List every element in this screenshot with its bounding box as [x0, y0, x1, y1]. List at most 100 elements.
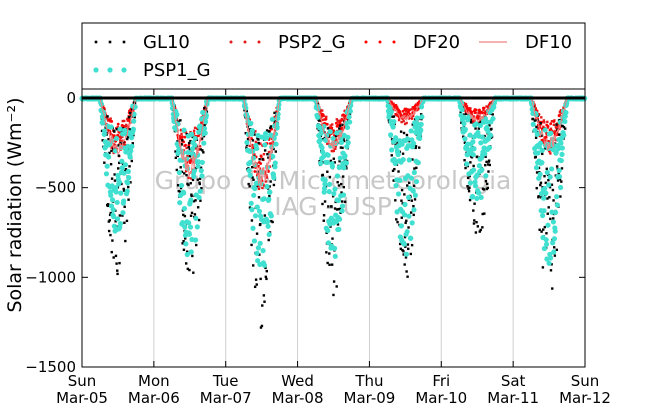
- gl10-point: [340, 200, 344, 203]
- psp2g-point: [123, 119, 126, 123]
- data-lines: [97, 97, 569, 187]
- psp1g-point: [194, 224, 200, 230]
- psp2g-point: [121, 119, 124, 123]
- gl10-point: [122, 187, 125, 191]
- psp1g-point: [558, 157, 564, 164]
- gl10-point: [329, 225, 332, 228]
- psp2g-point: [199, 121, 203, 125]
- psp1g-point: [193, 215, 199, 221]
- psp1g-point: [117, 220, 124, 227]
- psp2g-point: [198, 145, 202, 148]
- psp2g-point: [400, 120, 403, 124]
- psp2g-point: [342, 119, 345, 122]
- psp1g-point: [181, 205, 187, 212]
- gl10-point: [395, 218, 398, 221]
- gl10-point: [486, 186, 490, 190]
- psp1g-point: [262, 142, 268, 148]
- psp1g-point: [122, 162, 129, 168]
- gl10-point: [264, 266, 267, 270]
- x-tick-label-day: Sun: [68, 372, 97, 390]
- df20-point: [321, 112, 325, 116]
- gl10-point: [190, 211, 194, 215]
- psp2g-point: [558, 110, 562, 114]
- legend-marker-gl10: [122, 40, 126, 44]
- gl10-point: [337, 184, 341, 187]
- gl10-point: [562, 125, 566, 129]
- gl10-point: [108, 213, 112, 217]
- gl10-point: [473, 202, 476, 205]
- psp1g-point: [479, 134, 485, 140]
- gl10-point: [117, 161, 121, 165]
- psp2g-point: [321, 109, 324, 112]
- gl10-point: [335, 208, 339, 211]
- psp1g-point: [332, 186, 338, 192]
- psp1g-point: [391, 119, 397, 125]
- psp1g-point: [174, 111, 180, 118]
- gl10-point: [340, 191, 343, 194]
- psp2g-point: [124, 125, 127, 128]
- df20-point: [408, 108, 411, 112]
- gl10-point: [106, 115, 109, 118]
- gl10-point: [129, 181, 132, 184]
- psp1g-point: [550, 240, 556, 246]
- gl10-point: [547, 206, 550, 209]
- psp1g-point: [344, 124, 351, 131]
- psp2g-point: [402, 120, 405, 123]
- psp2g-point: [472, 115, 476, 118]
- gl10-point: [403, 235, 407, 239]
- gl10-point: [414, 146, 417, 150]
- gl10-point: [264, 275, 268, 279]
- psp2g-point: [549, 152, 552, 155]
- gl10-point: [185, 173, 188, 177]
- psp1g-point: [265, 218, 271, 225]
- psp1g-point: [113, 189, 119, 195]
- gl10-point: [267, 156, 270, 159]
- gl10-point: [252, 178, 255, 181]
- psp1g-point: [191, 168, 198, 174]
- gl10-point: [412, 213, 415, 217]
- psp1g-point: [392, 160, 398, 167]
- gl10-point: [469, 121, 473, 124]
- gl10-point: [107, 220, 111, 223]
- psp2g-point: [343, 117, 347, 120]
- psp1g-point: [262, 130, 269, 137]
- psp2g-point: [328, 133, 331, 136]
- psp1g-point: [243, 105, 249, 111]
- psp2g-point: [396, 114, 399, 117]
- gl10-point: [545, 167, 548, 170]
- psp1g-point: [322, 177, 328, 183]
- psp1g-point: [109, 197, 116, 203]
- psp2g-point: [128, 109, 131, 113]
- psp2g-point: [417, 106, 420, 110]
- psp1g-point: [417, 135, 423, 141]
- gl10-point: [109, 163, 113, 166]
- gl10-point: [183, 172, 186, 175]
- psp2g-point: [332, 149, 335, 153]
- psp1g-point: [339, 203, 346, 209]
- legend-label-df20: DF20: [413, 32, 460, 53]
- gl10-point: [199, 148, 202, 151]
- psp1g-point: [476, 163, 482, 169]
- psp1g-point: [192, 142, 198, 148]
- psp2g-point: [403, 122, 407, 126]
- gl10-point: [477, 127, 480, 130]
- gl10-point: [114, 220, 117, 223]
- psp1g-point: [472, 179, 478, 185]
- psp1g-point: [116, 179, 122, 185]
- gl10-point: [191, 135, 194, 139]
- gl10-point: [485, 160, 488, 164]
- y-axis-ticks: 0−500−1000−1500: [25, 89, 585, 376]
- gl10-point: [131, 142, 134, 145]
- gl10-point: [338, 127, 341, 130]
- gl10-point: [191, 178, 195, 182]
- df20-point: [178, 136, 182, 140]
- gl10-point: [323, 200, 327, 203]
- gl10-point: [263, 149, 267, 152]
- psp1g-point: [467, 180, 473, 186]
- gl10-point: [117, 144, 120, 147]
- gl10-point: [117, 167, 120, 170]
- psp1g-point: [101, 117, 107, 123]
- psp1g-point: [250, 225, 256, 231]
- gl10-point: [462, 113, 465, 116]
- psp1g-point: [395, 191, 402, 197]
